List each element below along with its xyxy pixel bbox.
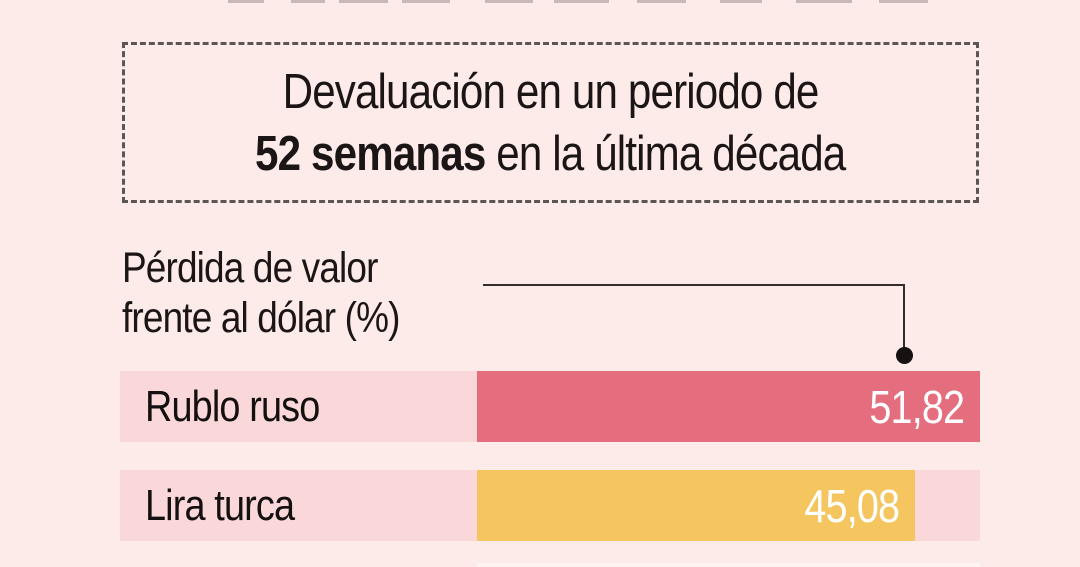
cropped-content-artifact <box>485 0 533 3</box>
cropped-content-artifact <box>402 0 450 3</box>
value-axis-label: Pérdida de valor frente al dólar (%) <box>122 243 445 343</box>
bar-rublo-ruso: 51,82 <box>477 371 980 442</box>
chart-title-text-1: Devaluación en un periodo de <box>282 64 820 119</box>
bar-lira-turca: 45,08 <box>477 470 915 541</box>
cropped-content-artifact <box>291 0 325 3</box>
category-label-lira-turca: Lira turca <box>145 480 295 530</box>
bar-row-rublo-ruso: 51,82 Rublo ruso <box>120 371 980 442</box>
cropped-content-artifact <box>339 0 388 3</box>
cropped-next-bar-artifact <box>477 563 980 567</box>
value-axis-label-line-2: frente al dólar (%) <box>122 294 400 342</box>
bar-value-label: 45,08 <box>804 479 900 532</box>
annotation-connector-dot <box>896 347 913 364</box>
cropped-content-artifact <box>720 0 762 3</box>
annotation-connector-vertical-line <box>903 284 905 352</box>
cropped-content-artifact <box>554 0 609 3</box>
cropped-content-artifact <box>637 0 686 3</box>
value-axis-label-line-1: Pérdida de valor <box>122 244 378 292</box>
cropped-content-artifact <box>879 0 928 3</box>
chart-title-text-2: 52 semanas en la última década <box>255 123 847 185</box>
chart-title-regular-segment: en la última década <box>485 126 847 181</box>
cropped-content-artifact <box>228 0 264 3</box>
chart-title-line-1: Devaluación en un periodo de <box>239 61 862 123</box>
cropped-content-artifact <box>796 0 852 3</box>
bar-value-label: 51,82 <box>869 380 965 433</box>
bar-row-lira-turca: 45,08 Lira turca <box>120 470 980 541</box>
chart-title-bold-segment: 52 semanas <box>255 126 486 181</box>
annotation-connector-horizontal-line <box>483 284 904 286</box>
category-label-rublo-ruso: Rublo ruso <box>145 381 320 431</box>
chart-title-line-2: 52 semanas en la última década <box>207 123 893 185</box>
chart-title-box: Devaluación en un periodo de 52 semanas … <box>122 42 979 203</box>
